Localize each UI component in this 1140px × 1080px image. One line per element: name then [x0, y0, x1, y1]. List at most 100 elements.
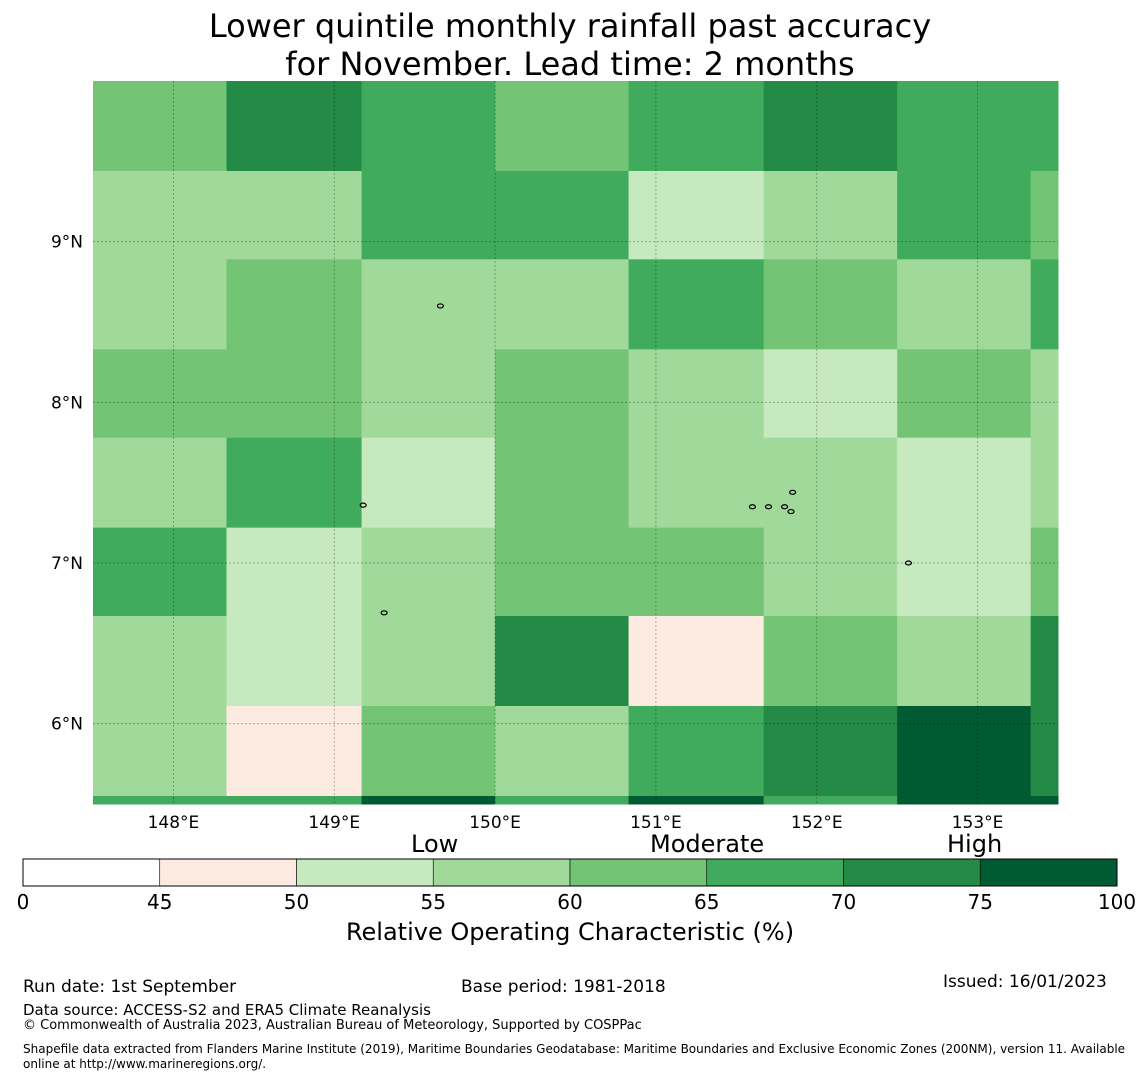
- colorbar-tick-label: 75: [967, 890, 993, 914]
- island-outline: [380, 610, 388, 616]
- colorbar-segment: [296, 858, 434, 887]
- y-tick-label: 6°N: [51, 715, 83, 735]
- y-tick-label: 9°N: [51, 233, 83, 253]
- heatmap-cell: [897, 616, 1032, 707]
- heatmap-cell: [763, 81, 898, 172]
- heatmap-cell: [226, 795, 363, 805]
- heatmap-cells: [93, 81, 1059, 805]
- heatmap-cell: [361, 81, 496, 172]
- colorbar-segment: [159, 858, 297, 887]
- heatmap-cell: [93, 705, 227, 797]
- heatmap-cell: [495, 795, 630, 805]
- heatmap-cell: [628, 705, 765, 797]
- heatmap-cell: [226, 437, 363, 529]
- colorbar: [22, 858, 1118, 887]
- heatmap-cell: [628, 259, 765, 350]
- shapefile-credit: Shapefile data extracted from Flanders M…: [23, 1042, 1126, 1071]
- heatmap-cell: [495, 81, 630, 172]
- heatmap-cell: [495, 705, 630, 797]
- x-tick-label: 153°E: [952, 813, 1004, 833]
- heatmap-cell: [763, 705, 898, 797]
- chart-title-line-2: for November. Lead time: 2 months: [285, 45, 855, 83]
- heatmap-cell: [495, 170, 630, 260]
- heatmap-cell: [226, 527, 363, 617]
- heatmap-cell: [763, 527, 898, 617]
- colorbar-segment: [706, 858, 844, 887]
- heatmap-cell: [1030, 437, 1059, 529]
- colorbar-segment: [843, 858, 981, 887]
- heatmap-cell: [897, 527, 1032, 617]
- heatmap-cell: [495, 527, 630, 617]
- issued-date: Issued: 16/01/2023: [943, 972, 1107, 992]
- heatmap-cell: [93, 259, 227, 350]
- heatmap-cell: [1030, 616, 1059, 707]
- heatmap-cell: [93, 349, 227, 439]
- island-outline: [436, 303, 444, 309]
- heatmap-cell: [93, 527, 227, 617]
- run-date: Run date: 1st September: [23, 977, 237, 997]
- heatmap-cell: [763, 616, 898, 707]
- heatmap-cell: [93, 795, 227, 805]
- y-tick-label: 7°N: [51, 554, 83, 574]
- heatmap-cell: [897, 705, 1032, 797]
- heatmap-cell: [628, 616, 765, 707]
- islands: [359, 303, 913, 616]
- x-tick-label: 150°E: [469, 813, 521, 833]
- colorbar-axis-label: Relative Operating Characteristic (%): [345, 918, 795, 946]
- colorbar-segment: [432, 858, 571, 887]
- colorbar-tick-label: 60: [557, 890, 583, 914]
- heatmap-cell: [1030, 81, 1059, 172]
- data-source: Data source: ACCESS-S2 and ERA5 Climate …: [23, 1001, 431, 1019]
- heatmap-cell: [226, 170, 363, 260]
- heatmap-cell: [93, 81, 227, 172]
- heatmap-cell: [93, 437, 227, 529]
- heatmap-cell: [226, 616, 363, 707]
- heatmap-cell: [361, 616, 496, 707]
- heatmap-cell: [628, 437, 765, 529]
- heatmap-cell: [495, 437, 630, 529]
- heatmap-cell: [226, 81, 363, 172]
- heatmap-cell: [361, 795, 496, 805]
- heatmap-cell: [361, 349, 496, 439]
- colorbar-tick-label: 100: [1097, 890, 1137, 914]
- heatmap-cell: [361, 527, 496, 617]
- island-outline: [748, 504, 757, 510]
- heatmap-cell: [628, 349, 765, 439]
- heatmap-cell: [763, 795, 898, 805]
- colorbar-tick-label: 0: [16, 890, 30, 914]
- colorbar-category-moderate: Moderate: [650, 830, 765, 858]
- x-tick-label: 149°E: [308, 813, 360, 833]
- heatmap-cell: [1030, 349, 1059, 439]
- colorbar-tick-label: 65: [694, 890, 720, 914]
- heatmap-cell: [763, 437, 898, 529]
- island-outline: [764, 504, 773, 510]
- x-tick-label: 148°E: [148, 813, 200, 833]
- chart-title-line-1: Lower quintile monthly rainfall past acc…: [208, 7, 932, 45]
- heatmap-cell: [763, 259, 898, 350]
- heatmap-cell: [226, 705, 363, 797]
- heatmap-cell: [226, 259, 363, 350]
- heatmap-cell: [628, 795, 765, 805]
- heatmap-cell: [628, 81, 765, 172]
- heatmap-cell: [495, 616, 630, 707]
- colorbar-tick-label: 50: [283, 890, 310, 914]
- heatmap-cell: [1030, 527, 1059, 617]
- colorbar-outline: [22, 858, 1118, 887]
- colorbar-category-low: Low: [411, 830, 459, 858]
- map-axes: 148°E 149°E 150°E 151°E 152°E 153°E 9°N 8°N 7°N 6…: [51, 233, 1003, 833]
- heatmap-cell: [1030, 705, 1059, 797]
- heatmap-cell: [361, 170, 496, 260]
- x-tick-label: 152°E: [791, 813, 843, 833]
- heatmap-cell: [628, 527, 765, 617]
- heatmap-cell: [1030, 259, 1059, 350]
- heatmap-cell: [226, 349, 363, 439]
- heatmap-cell: [763, 349, 898, 439]
- heatmap-cell: [897, 81, 1032, 172]
- base-period: Base period: 1981-2018: [461, 977, 666, 997]
- heatmap-cell: [897, 170, 1032, 260]
- heatmap-cell: [93, 170, 227, 260]
- colorbar-tick-label: 45: [147, 890, 173, 914]
- y-tick-label: 8°N: [51, 393, 83, 413]
- island-outline: [787, 508, 795, 515]
- island-outline: [789, 489, 797, 495]
